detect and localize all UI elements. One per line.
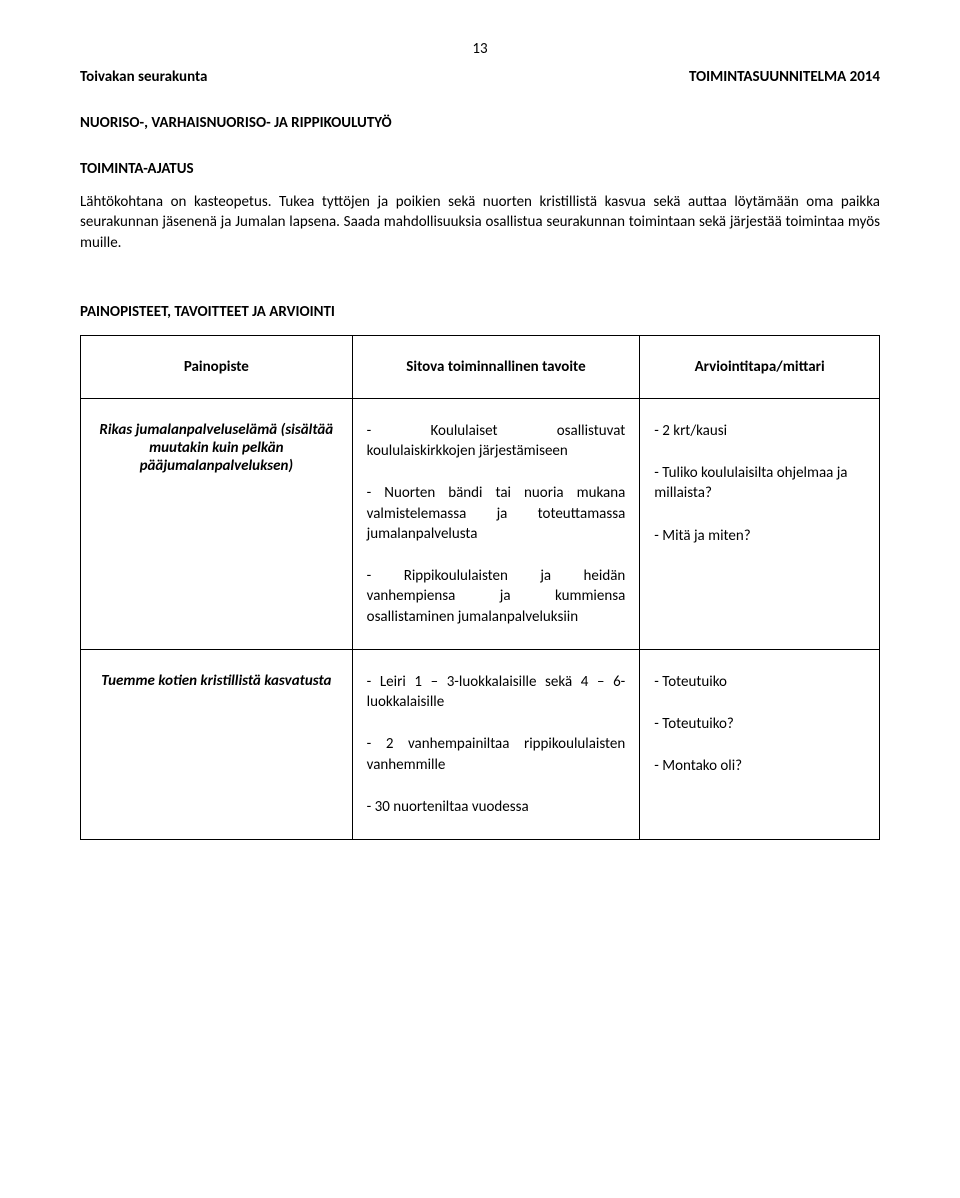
body-paragraph: Lähtökohtana on kasteopetus. Tukea tyttö…: [80, 192, 880, 253]
mittari-cell: - Toteutuiko - Toteutuiko? - Montako oli…: [640, 649, 880, 839]
table-header-col3: Arviointitapa/mittari: [640, 335, 880, 398]
tavoite-item: - Rippikoululaisten ja heidän vanhempien…: [367, 566, 626, 627]
tavoite-cell: - Koululaiset osallistuvat koululaiskirk…: [352, 398, 640, 649]
table-header-col2: Sitova toiminnallinen tavoite: [352, 335, 640, 398]
tavoite-item: - Koululaiset osallistuvat koululaiskirk…: [367, 421, 626, 462]
tavoite-item: - 30 nuorteniltaa vuodessa: [367, 797, 626, 817]
table-row: Rikas jumalanpalveluselämä (sisältää muu…: [81, 398, 880, 649]
document-header: Toivakan seurakunta TOIMINTASUUNNITELMA …: [80, 68, 880, 86]
mittari-item: - 2 krt/kausi: [654, 421, 865, 441]
painopiste-cell: Rikas jumalanpalveluselämä (sisältää muu…: [81, 398, 353, 649]
header-right: TOIMINTASUUNNITELMA 2014: [689, 68, 880, 86]
painopiste-cell: Tuemme kotien kristillistä kasvatusta: [81, 649, 353, 839]
mittari-item: - Mitä ja miten?: [654, 526, 865, 546]
mittari-item: - Tuliko koululaisilta ohjelmaa ja milla…: [654, 463, 865, 504]
header-left: Toivakan seurakunta: [80, 68, 207, 86]
page-number: 13: [80, 40, 880, 58]
tavoite-cell: - Leiri 1 – 3-luokkalaisille sekä 4 – 6-…: [352, 649, 640, 839]
table-header-row: Painopiste Sitova toiminnallinen tavoite…: [81, 335, 880, 398]
mittari-item: - Montako oli?: [654, 756, 865, 776]
subsection-heading: TOIMINTA-AJATUS: [80, 160, 880, 178]
mittari-item: - Toteutuiko?: [654, 714, 865, 734]
table-heading: PAINOPISTEET, TAVOITTEET JA ARVIOINTI: [80, 303, 880, 321]
section-heading: NUORISO-, VARHAISNUORISO- JA RIPPIKOULUT…: [80, 114, 880, 132]
table-header-col1: Painopiste: [81, 335, 353, 398]
document-page: 13 Toivakan seurakunta TOIMINTASUUNNITEL…: [0, 0, 960, 1198]
mittari-item: - Toteutuiko: [654, 672, 865, 692]
tavoite-item: - Nuorten bändi tai nuoria mukana valmis…: [367, 483, 626, 544]
table-row: Tuemme kotien kristillistä kasvatusta - …: [81, 649, 880, 839]
tavoite-item: - Leiri 1 – 3-luokkalaisille sekä 4 – 6-…: [367, 672, 626, 713]
goals-table: Painopiste Sitova toiminnallinen tavoite…: [80, 335, 880, 840]
tavoite-item: - 2 vanhempainiltaa rippikoululaisten va…: [367, 734, 626, 775]
mittari-cell: - 2 krt/kausi - Tuliko koululaisilta ohj…: [640, 398, 880, 649]
